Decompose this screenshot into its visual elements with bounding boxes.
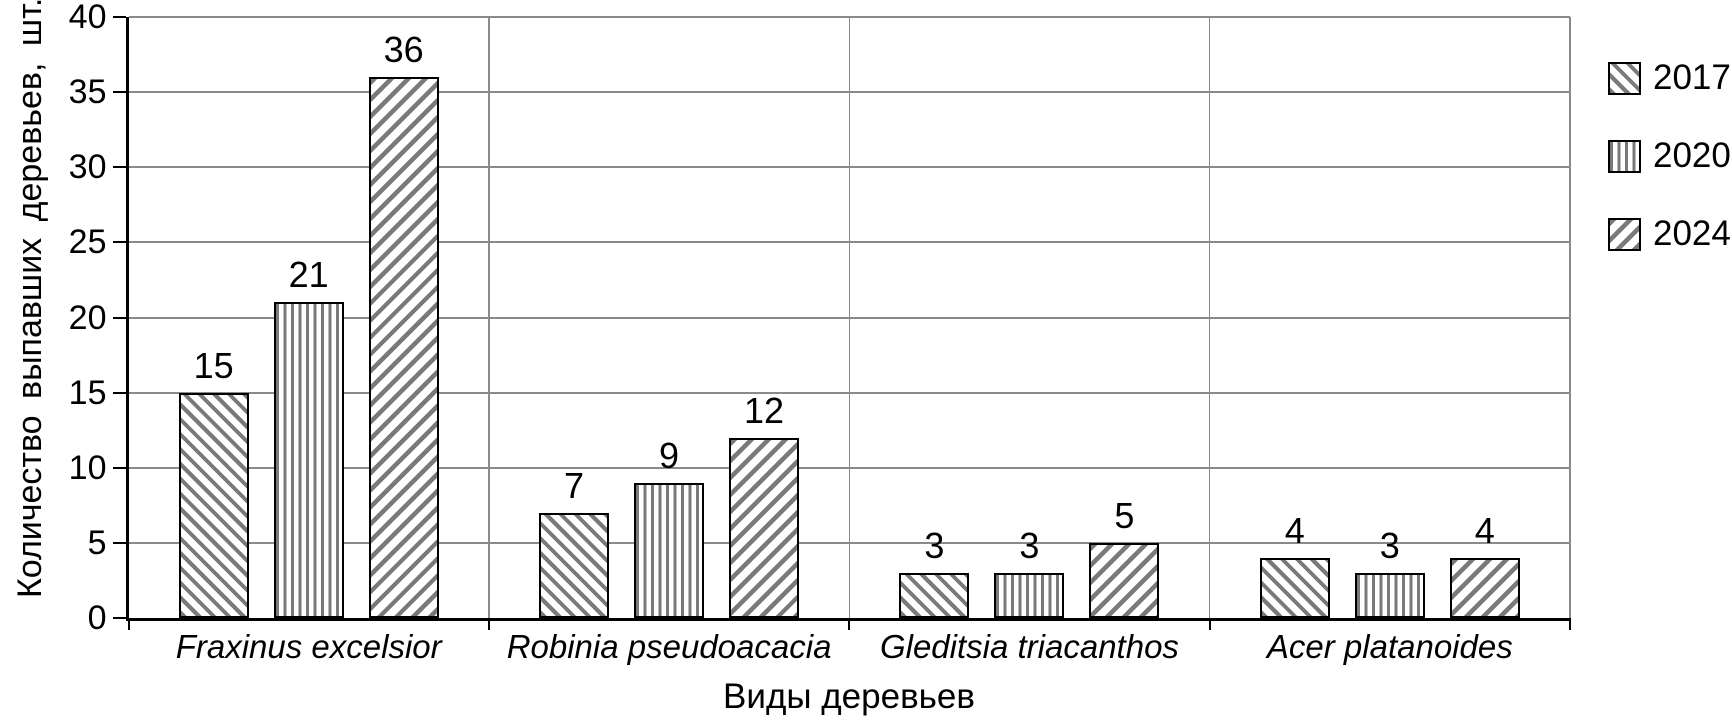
bar-value-label: 3	[1379, 524, 1400, 566]
bar-value-label: 36	[383, 29, 424, 71]
y-tick-label: 20	[68, 298, 107, 337]
bar-value-label: 4	[1284, 509, 1305, 551]
bar-2024	[729, 437, 800, 618]
bar-2020	[273, 302, 344, 618]
bar-value-label: 21	[288, 254, 329, 296]
legend-label: 2024	[1653, 214, 1731, 253]
x-axis-title: Виды деревьев	[723, 677, 975, 716]
legend-label: 2020	[1653, 136, 1731, 175]
y-tick-label: 5	[87, 523, 107, 562]
category-label: Acer platanoides	[1266, 628, 1513, 665]
legend-swatch-2024	[1608, 218, 1641, 251]
bar-2024	[368, 77, 439, 618]
bar-value-label: 12	[744, 389, 785, 431]
bar-value-label: 4	[1474, 509, 1495, 551]
bar-2020	[994, 572, 1065, 618]
y-tick-label: 30	[68, 148, 107, 187]
category-label: Fraxinus excelsior	[175, 628, 442, 665]
y-tick-label: 40	[68, 0, 107, 36]
y-tick-label: 10	[68, 448, 107, 487]
bar-2017	[1259, 557, 1330, 618]
y-tick-label: 25	[68, 223, 107, 262]
bar-2020	[634, 482, 705, 618]
category-label: Robinia pseudoacacia	[506, 628, 832, 665]
bar-value-label: 3	[924, 524, 945, 566]
y-tick-label: 35	[68, 73, 107, 112]
bar-value-label: 9	[659, 434, 680, 476]
bar-value-label: 15	[193, 344, 234, 386]
y-tick-label: 0	[87, 599, 107, 637]
bar-2024	[1449, 557, 1520, 618]
bar-2017	[178, 392, 249, 618]
bar-2017	[539, 512, 610, 618]
y-tick-label: 15	[68, 373, 107, 412]
bar-2017	[899, 572, 970, 618]
category-label: Gleditsia triacanthos	[879, 628, 1179, 665]
bar-2020	[1354, 572, 1425, 618]
legend-swatch-2017	[1608, 62, 1641, 95]
legend-swatch-2020	[1608, 140, 1641, 173]
bar-value-label: 3	[1019, 524, 1040, 566]
bar-2024	[1089, 542, 1160, 618]
bar-value-label: 7	[564, 464, 585, 506]
legend-label: 2017	[1653, 58, 1731, 97]
bar-value-label: 5	[1114, 494, 1135, 536]
